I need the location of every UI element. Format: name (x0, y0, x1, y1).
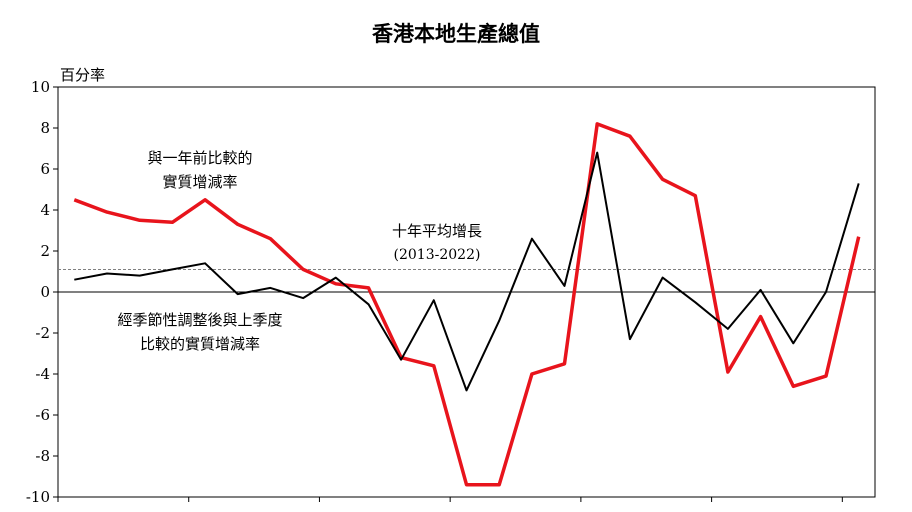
y-tick-label: -2 (35, 324, 50, 342)
red-series-label-line2: 實質增減率 (162, 173, 237, 191)
chart-title: 香港本地生產總值 (372, 22, 540, 46)
y-tick-label: -10 (26, 488, 50, 506)
y-tick-label: -8 (35, 447, 50, 465)
ten-year-average-period: (2013-2022) (394, 247, 481, 263)
y-tick-label: 8 (40, 119, 50, 137)
y-tick-label: 0 (40, 283, 50, 301)
y-tick-label: -6 (35, 406, 50, 424)
red-series-label-line1: 與一年前比較的 (147, 149, 252, 167)
black-series-label-line1: 經季節性調整後與上季度 (117, 311, 282, 329)
y-tick-label: 4 (40, 201, 50, 219)
y-axis-label: 百分率 (60, 66, 105, 84)
y-tick-label: 10 (31, 78, 50, 96)
y-tick-label: 6 (40, 160, 50, 178)
y-tick-label: 2 (40, 242, 50, 260)
ten-year-average-label: 十年平均增長 (392, 222, 482, 240)
y-tick-label: -4 (35, 365, 50, 383)
black-series-label-line2: 比較的實質增減率 (140, 335, 260, 353)
